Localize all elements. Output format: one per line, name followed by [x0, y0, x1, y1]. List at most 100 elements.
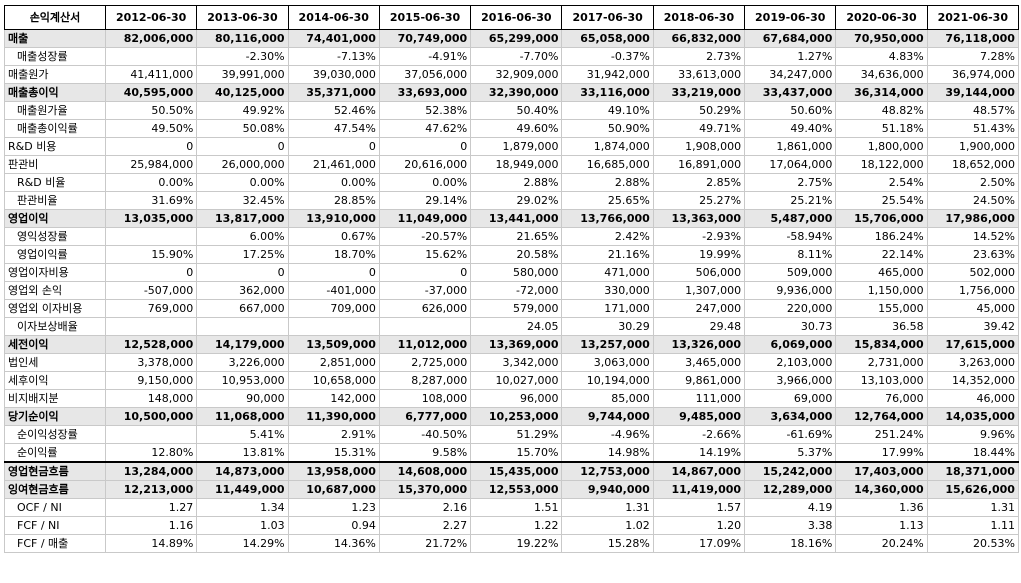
header-year-cell: 2017-06-30 [561, 5, 654, 30]
value-cell: 11,068,000 [196, 407, 289, 426]
value-cell: 30.73 [744, 317, 837, 336]
value-cell: 2,103,000 [744, 353, 837, 372]
row-label: 판관비율 [4, 191, 106, 210]
value-cell: 10,658,000 [287, 371, 380, 390]
value-cell: 26,000,000 [196, 155, 289, 174]
table-row: 매출원가율 50.50% 49.92% 52.46% 52.38% 50.40% 49.10… [4, 101, 1019, 120]
row-label: FCF / NI [4, 516, 106, 535]
value-cell: 47.62% [378, 119, 472, 138]
value-cell: 1,879,000 [470, 137, 563, 156]
value-cell: 50.60% [744, 101, 837, 120]
table-row: FCF / 매출 14.89% 14.29% 14.36% 21.72% 19.22% 15… [4, 534, 1019, 553]
value-cell: 25.65% [561, 191, 654, 210]
value-cell: 17,986,000 [926, 209, 1019, 228]
value-cell: 21.65% [470, 227, 563, 246]
value-cell: 45,000 [926, 299, 1019, 318]
table-row: 매출총이익률 49.50% 50.08% 47.54% 47.62% 49.60% 50.9… [4, 119, 1019, 138]
value-cell [196, 317, 289, 336]
header-year-cell: 2014-06-30 [287, 5, 380, 30]
value-cell: 17.99% [835, 443, 928, 463]
value-cell: 32,909,000 [470, 65, 563, 84]
value-cell [104, 317, 198, 336]
value-cell: 49.10% [561, 101, 654, 120]
value-cell: 2.88% [470, 173, 563, 192]
value-cell: 0 [287, 263, 380, 282]
value-cell: -61.69% [744, 425, 837, 444]
value-cell: 1.03 [196, 516, 289, 535]
value-cell: 25.54% [835, 191, 928, 210]
value-cell: 1.34 [196, 498, 289, 517]
value-cell: 18,122,000 [835, 155, 928, 174]
value-cell: 2.91% [287, 425, 380, 444]
value-cell: 13,910,000 [287, 209, 380, 228]
value-cell: 47.54% [287, 119, 380, 138]
value-cell: 14.36% [287, 534, 380, 553]
value-cell: 1.16 [104, 516, 198, 535]
value-cell: 11,419,000 [652, 480, 746, 499]
value-cell: 24.50% [926, 191, 1019, 210]
value-cell: 18.16% [744, 534, 837, 553]
header-year-cell: 2018-06-30 [652, 5, 746, 30]
value-cell: 10,253,000 [470, 407, 563, 426]
value-cell: 29.14% [378, 191, 472, 210]
row-label: 영업이익 [4, 209, 106, 228]
value-cell: 2.73% [652, 47, 746, 66]
value-cell: 12.80% [104, 443, 198, 463]
value-cell: 50.50% [104, 101, 198, 120]
value-cell: -20.57% [378, 227, 472, 246]
value-cell: 28.85% [287, 191, 380, 210]
table-body: 매출 82,006,000 80,116,000 74,401,000 70,749,0… [4, 29, 1019, 553]
value-cell: 1,150,000 [835, 281, 928, 300]
table-row: 영업현금흐름 13,284,000 14,873,000 13,958,000 14,6… [4, 461, 1019, 481]
value-cell: 0 [104, 263, 198, 282]
row-label: R&D 비용 [4, 137, 106, 156]
row-label: 영업이익률 [4, 245, 106, 264]
row-label: 매출 [4, 29, 106, 48]
table-row: 영업이자비용 0 0 0 0 580,000 471,000 506,000 509,000 46… [4, 263, 1019, 282]
table-row: 순이익성장률 5.41% 2.91% -40.50% 51.29% -4.96% -2.66… [4, 425, 1019, 444]
value-cell: 10,027,000 [470, 371, 563, 390]
value-cell: 33,116,000 [561, 83, 654, 102]
value-cell: 50.40% [470, 101, 563, 120]
value-cell: 33,437,000 [744, 83, 837, 102]
value-cell: 1,900,000 [926, 137, 1019, 156]
value-cell: 51.43% [926, 119, 1019, 138]
row-label: 영업외 손익 [4, 281, 106, 300]
value-cell: 13,958,000 [287, 461, 380, 481]
value-cell: 3,465,000 [652, 353, 746, 372]
value-cell: 155,000 [835, 299, 928, 318]
income-statement-table: 손익계산서 2012-06-30 2013-06-30 2014-06-30 2015-… [4, 5, 1019, 553]
table-row: 매출 82,006,000 80,116,000 74,401,000 70,749,0… [4, 29, 1019, 48]
value-cell: 31.69% [104, 191, 198, 210]
value-cell: 15.31% [287, 443, 380, 463]
row-label: 순이익성장률 [4, 425, 106, 444]
value-cell: 9.58% [378, 443, 472, 463]
row-label: 당기순이익 [4, 407, 106, 426]
value-cell: 69,000 [744, 389, 837, 408]
value-cell: 13,257,000 [561, 335, 654, 354]
value-cell: 2.88% [561, 173, 654, 192]
value-cell: 0.00% [104, 173, 198, 192]
value-cell: 17,064,000 [744, 155, 837, 174]
value-cell: -72,000 [470, 281, 563, 300]
value-cell: 1.27 [104, 498, 198, 517]
value-cell: 15,370,000 [378, 480, 472, 499]
value-cell: 1,800,000 [835, 137, 928, 156]
value-cell: 18.70% [287, 245, 380, 264]
value-cell: 16,685,000 [561, 155, 654, 174]
table-row: 영업이익 13,035,000 13,817,000 13,910,000 11,049… [4, 209, 1019, 228]
value-cell: 41,411,000 [104, 65, 198, 84]
value-cell: 9,940,000 [561, 480, 654, 499]
value-cell: 49.71% [652, 119, 746, 138]
value-cell [378, 317, 472, 336]
value-cell: 8,287,000 [378, 371, 472, 390]
value-cell: 15,706,000 [835, 209, 928, 228]
value-cell: 111,000 [652, 389, 746, 408]
value-cell: 22.14% [835, 245, 928, 264]
value-cell [287, 317, 380, 336]
value-cell: 0.00% [196, 173, 289, 192]
value-cell: 1.02 [561, 516, 654, 535]
value-cell: 14.29% [196, 534, 289, 553]
table-row: 판관비율 31.69% 32.45% 28.85% 29.14% 29.02% 25.65%… [4, 191, 1019, 210]
value-cell: 34,247,000 [744, 65, 837, 84]
